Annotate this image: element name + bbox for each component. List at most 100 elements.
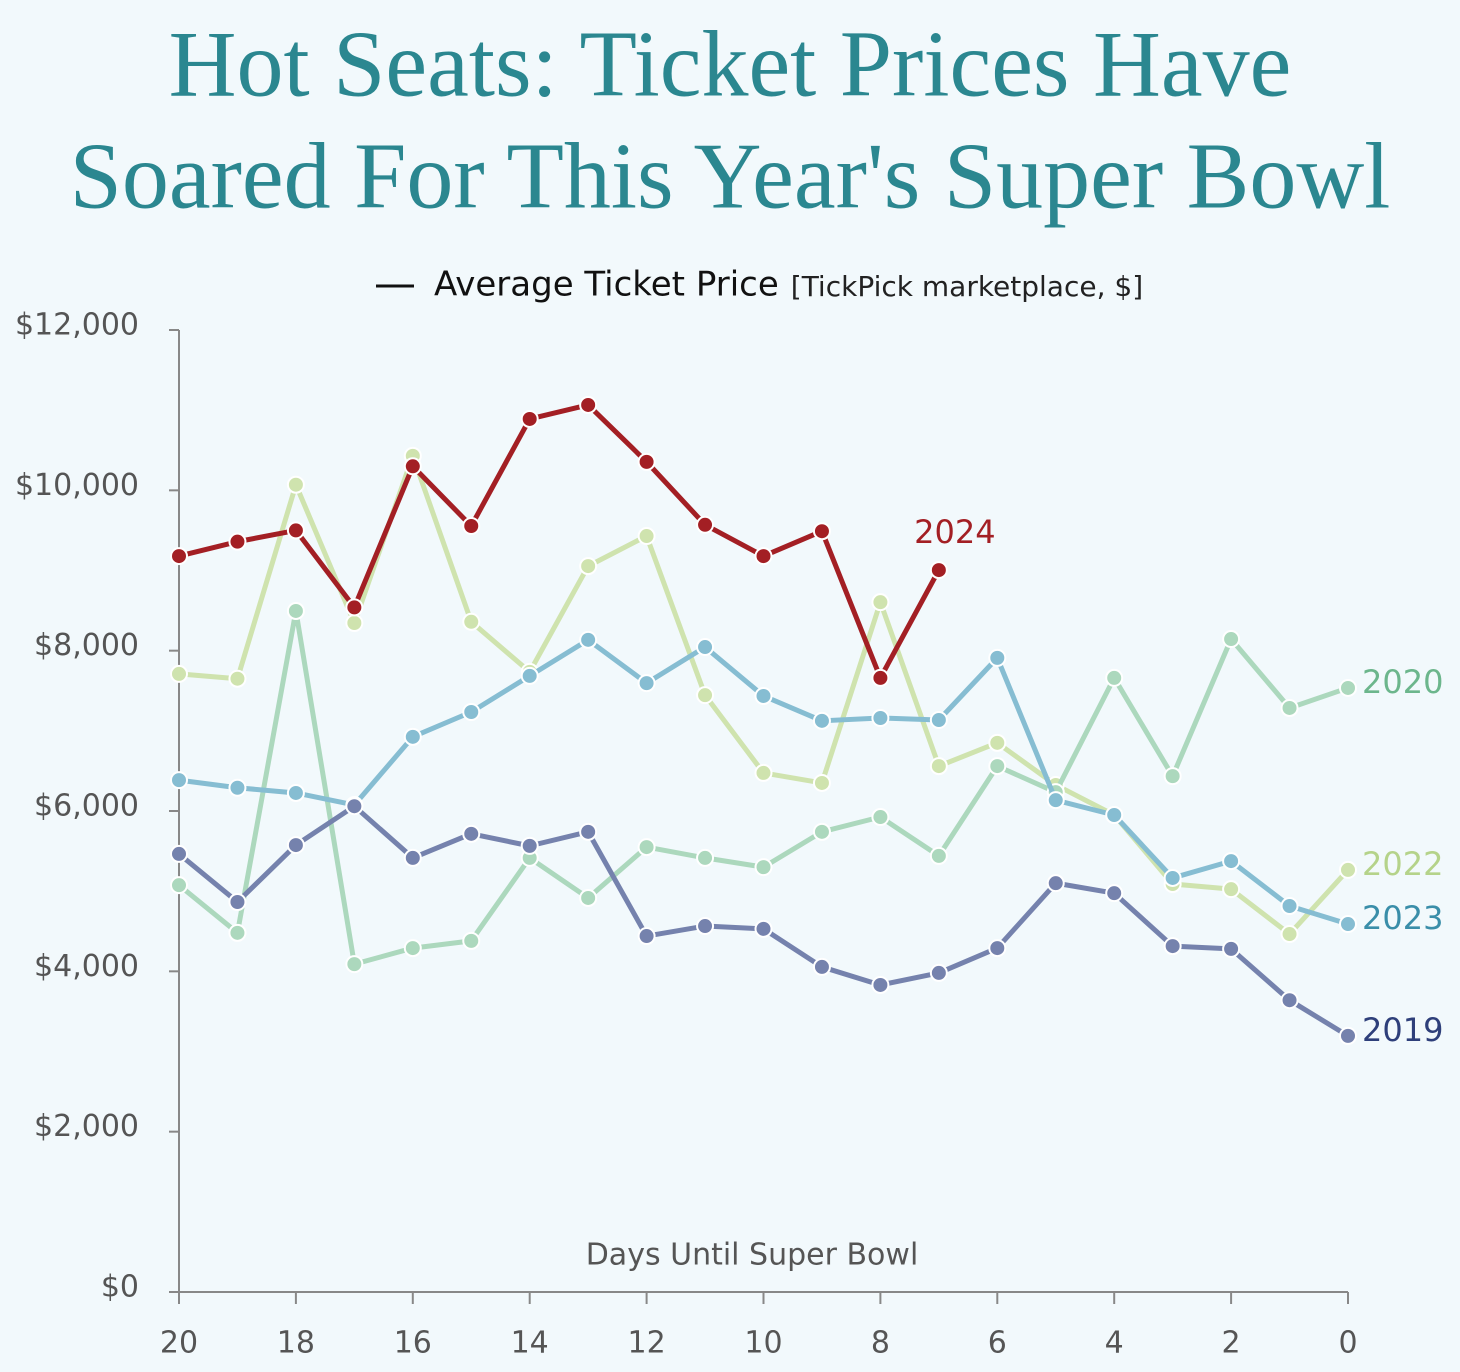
x-tick-label: 20 <box>160 1326 198 1361</box>
data-point <box>871 808 890 827</box>
data-point <box>228 923 247 942</box>
data-point <box>988 733 1007 752</box>
data-point <box>170 844 188 863</box>
y-tick-label: $10,000 <box>15 468 139 503</box>
series-label: 2022 <box>1362 845 1443 883</box>
data-point <box>812 522 831 541</box>
data-point <box>520 666 539 685</box>
y-tick-label: $2,000 <box>34 1109 139 1144</box>
data-point <box>345 955 364 974</box>
legend-label: Average Ticket Price <box>434 265 779 305</box>
data-point <box>1280 896 1299 915</box>
x-tick-label: 4 <box>1105 1326 1124 1361</box>
data-point <box>462 612 481 631</box>
data-point <box>1339 678 1357 697</box>
data-point <box>929 963 948 982</box>
data-point <box>403 457 422 476</box>
data-point <box>228 532 247 551</box>
series-label: 2024 <box>914 513 995 551</box>
data-point <box>1163 937 1182 956</box>
y-tick-label: $12,000 <box>15 308 139 343</box>
data-point <box>637 927 656 946</box>
data-point <box>988 939 1007 958</box>
data-point <box>696 515 715 534</box>
data-point <box>1339 915 1357 934</box>
data-point <box>871 709 890 728</box>
data-point <box>929 757 948 776</box>
series-label: 2020 <box>1362 663 1443 701</box>
data-point <box>637 527 656 546</box>
x-axis-label: Days Until Super Bowl <box>586 1238 919 1273</box>
data-point <box>403 939 422 958</box>
data-point <box>871 668 890 687</box>
y-tick-label: $4,000 <box>34 949 139 984</box>
data-point <box>696 686 715 705</box>
chart-title: Soared For This Year's Super Bowl <box>70 125 1391 229</box>
data-point <box>1105 806 1124 825</box>
data-point <box>1105 884 1124 903</box>
data-point <box>462 517 481 536</box>
data-point <box>286 521 305 540</box>
data-point <box>812 957 831 976</box>
data-point <box>286 601 305 620</box>
data-point <box>1222 630 1241 649</box>
data-point <box>579 557 598 576</box>
data-point <box>929 561 948 580</box>
data-point <box>1280 698 1299 717</box>
data-point <box>228 892 247 911</box>
data-point <box>871 593 890 612</box>
data-point <box>462 702 481 721</box>
data-point <box>812 711 831 730</box>
data-point <box>871 975 890 994</box>
data-point <box>929 711 948 730</box>
data-point <box>754 858 773 877</box>
data-point <box>1222 852 1241 871</box>
data-point <box>170 771 188 790</box>
x-tick-label: 8 <box>871 1326 890 1361</box>
x-tick-label: 16 <box>394 1326 432 1361</box>
data-point <box>403 727 422 746</box>
x-tick-label: 0 <box>1338 1326 1357 1361</box>
series-label: 2023 <box>1362 899 1443 937</box>
data-point <box>345 614 364 633</box>
data-point <box>1339 860 1357 879</box>
data-point <box>579 395 598 414</box>
y-tick-label: $0 <box>101 1270 139 1305</box>
data-point <box>170 547 188 566</box>
chart-title: Hot Seats: Ticket Prices Have <box>169 13 1292 117</box>
data-point <box>1222 880 1241 899</box>
x-tick-label: 6 <box>988 1326 1007 1361</box>
y-tick-label: $6,000 <box>34 789 139 824</box>
data-point <box>637 838 656 857</box>
data-point <box>812 822 831 841</box>
series-label: 2019 <box>1362 1011 1443 1049</box>
data-point <box>1105 668 1124 687</box>
x-tick-label: 2 <box>1222 1326 1241 1361</box>
data-point <box>754 919 773 938</box>
data-point <box>1280 991 1299 1010</box>
data-point <box>228 669 247 688</box>
data-point <box>286 836 305 855</box>
x-tick-label: 14 <box>511 1326 549 1361</box>
y-tick-label: $8,000 <box>34 628 139 663</box>
data-point <box>462 931 481 950</box>
data-point <box>579 630 598 649</box>
data-point <box>228 778 247 797</box>
data-point <box>1339 1026 1357 1045</box>
data-point <box>988 757 1007 776</box>
data-point <box>929 846 948 865</box>
data-point <box>520 409 539 428</box>
data-point <box>579 888 598 907</box>
x-tick-label: 12 <box>628 1326 666 1361</box>
x-tick-label: 18 <box>277 1326 315 1361</box>
data-point <box>637 452 656 471</box>
x-tick-label: 10 <box>744 1326 782 1361</box>
data-point <box>403 848 422 867</box>
subtitle: [TickPick marketplace, $] <box>791 270 1143 303</box>
series-line <box>177 608 1349 967</box>
data-point <box>988 648 1007 667</box>
data-point <box>462 824 481 843</box>
data-point <box>286 783 305 802</box>
